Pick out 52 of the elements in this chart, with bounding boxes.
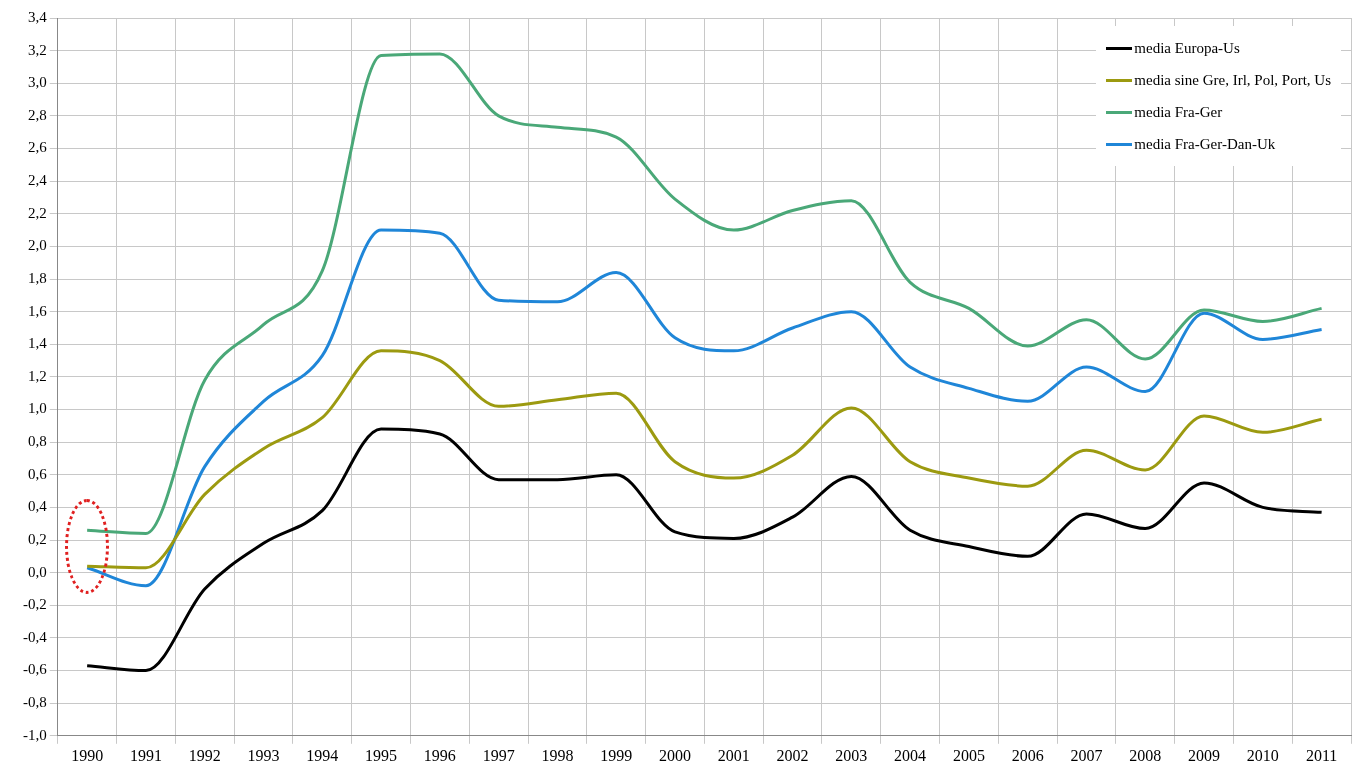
y-tick-label: 2,2 [28, 204, 47, 221]
legend-label: media Fra-Ger [1134, 103, 1223, 121]
y-tick-label: 3,0 [28, 74, 47, 91]
y-tick-label: 0,4 [28, 498, 48, 515]
line-series [85, 228, 1324, 588]
x-tick-label: 2002 [776, 746, 809, 764]
legend-label: media Europa-Us [1134, 39, 1240, 57]
x-tick-label: 1997 [482, 746, 515, 764]
line-series [85, 349, 1324, 570]
y-tick-label: 1,6 [28, 302, 48, 319]
y-tick-label: -1,0 [23, 726, 47, 743]
y-tick-label: -0,6 [23, 661, 48, 678]
y-tick-label: 2,6 [28, 139, 48, 156]
x-tick-label: 1995 [365, 746, 398, 764]
y-tick-label: 2,8 [28, 106, 47, 123]
y-tick-label: 0,6 [28, 465, 48, 482]
y-tick-label: 1,2 [28, 367, 47, 384]
y-tick-label: 0,0 [28, 563, 47, 580]
y-tick-label: 3,2 [28, 41, 47, 58]
line-series [85, 427, 1324, 673]
x-tick-label: 2000 [658, 746, 691, 764]
x-tick-label: 1991 [129, 746, 162, 764]
x-tick-label: 2006 [1011, 746, 1044, 764]
x-tick-label: 1992 [188, 746, 221, 764]
x-tick-label: 2009 [1188, 746, 1221, 764]
y-tick-label: 2,4 [28, 172, 48, 189]
y-tick-label: 1,4 [28, 335, 48, 352]
x-tick-label: 2001 [717, 746, 750, 764]
y-tick-label: -0,8 [23, 694, 47, 711]
x-tick-label: 1990 [71, 746, 104, 764]
y-tick-label: 0,2 [28, 530, 47, 547]
x-tick-label: 2004 [894, 746, 927, 764]
y-tick-label: 0,8 [28, 433, 47, 450]
x-tick-label: 2010 [1246, 746, 1279, 764]
x-tick-label: 2008 [1129, 746, 1162, 764]
y-tick-label: 1,0 [28, 400, 47, 417]
x-tick-label: 2003 [835, 746, 868, 764]
y-tick-label: -0,4 [23, 628, 48, 645]
y-tick-label: 1,8 [28, 269, 47, 286]
x-tick-label: 1999 [600, 746, 633, 764]
legend-label: media Fra-Ger-Dan-Uk [1134, 135, 1276, 153]
x-tick-label: 1996 [423, 746, 456, 764]
x-tick-label: 1998 [541, 746, 574, 764]
y-tick-label: -0,2 [23, 596, 47, 613]
x-tick-label: 1994 [306, 746, 339, 764]
x-tick-label: 2011 [1305, 746, 1338, 764]
y-tick-label: 2,0 [28, 237, 47, 254]
legend-label: media sine Gre, Irl, Pol, Port, Us [1134, 71, 1331, 89]
x-tick-label: 2007 [1070, 746, 1103, 764]
x-tick-label: 1993 [247, 746, 280, 764]
x-tick-label: 2005 [952, 746, 985, 764]
y-tick-label: 3,4 [28, 8, 48, 25]
